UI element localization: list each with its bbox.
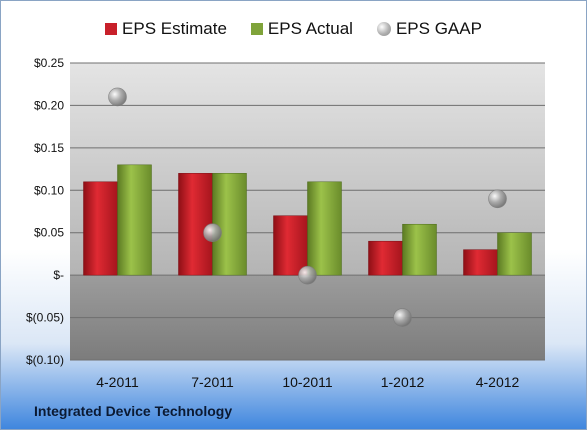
legend-swatch-eps-gaap	[376, 22, 391, 36]
y-tick-label: $0.20	[34, 98, 64, 112]
bar-eps-estimate	[178, 173, 213, 276]
legend-item-eps-gaap: EPS GAAP	[376, 19, 482, 39]
legend-item-eps-estimate: EPS Estimate	[105, 19, 227, 39]
legend-item-eps-actual: EPS Actual	[250, 19, 353, 39]
legend-swatch-eps-estimate	[105, 23, 118, 35]
y-tick-label: $0.15	[34, 141, 64, 155]
y-tick-label: $(0.05)	[26, 311, 64, 325]
y-tick-label: $-	[53, 268, 64, 282]
bar-eps-estimate	[368, 240, 403, 276]
y-tick-label: $0.05	[34, 226, 64, 240]
bar-eps-actual	[307, 181, 342, 276]
bar-eps-estimate	[273, 215, 308, 276]
x-tick-label: 1-2012	[381, 374, 425, 390]
marker-eps-gaap	[108, 87, 127, 107]
legend: EPS Estimate EPS Actual EPS GAAP	[1, 19, 586, 39]
y-tick-label: $0.25	[34, 56, 64, 70]
bar-eps-actual	[117, 164, 152, 276]
bar-eps-estimate	[463, 249, 498, 276]
company-name: Integrated Device Technology	[34, 403, 233, 419]
bar-eps-actual	[212, 173, 247, 276]
y-tick-label: $(0.10)	[26, 353, 64, 367]
marker-eps-gaap	[298, 265, 317, 285]
legend-label-eps-actual: EPS Actual	[267, 19, 353, 38]
legend-swatch-eps-actual	[250, 23, 263, 35]
bar-eps-actual	[402, 223, 437, 276]
x-tick-label: 10-2011	[282, 374, 333, 390]
y-tick-label: $0.10	[34, 183, 64, 197]
marker-eps-gaap	[488, 189, 507, 209]
bar-eps-estimate	[83, 181, 118, 276]
legend-label-eps-gaap: EPS GAAP	[395, 19, 482, 38]
x-tick-label: 7-2011	[191, 374, 234, 390]
x-tick-label: 4-2011	[96, 374, 139, 390]
marker-eps-gaap	[393, 308, 412, 327]
legend-label-eps-estimate: EPS Estimate	[122, 19, 227, 38]
bar-eps-actual	[497, 232, 532, 276]
x-tick-label: 4-2012	[476, 374, 520, 390]
marker-eps-gaap	[203, 223, 222, 243]
